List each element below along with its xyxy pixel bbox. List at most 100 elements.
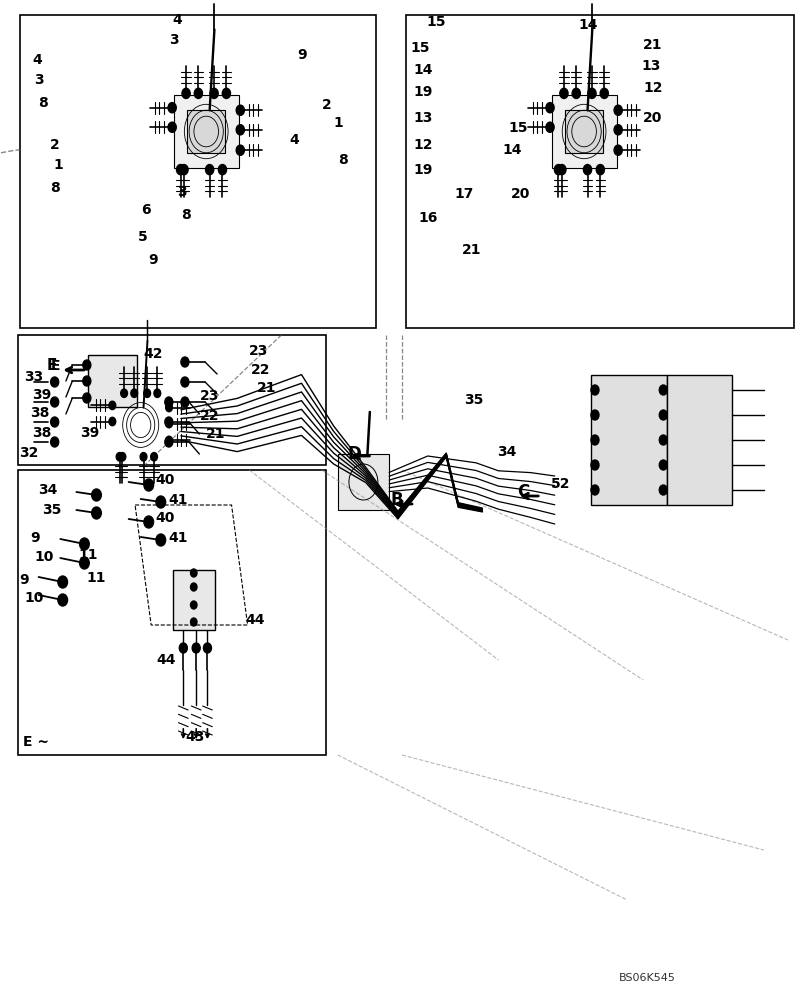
Text: 35: 35 [42,503,61,517]
Circle shape [181,397,189,407]
Circle shape [590,435,598,445]
Bar [666,375,731,505]
Circle shape [83,393,91,403]
Circle shape [181,377,189,387]
Circle shape [83,376,91,386]
Text: 2: 2 [321,98,331,112]
Circle shape [51,377,59,387]
Text: 11: 11 [79,548,98,562]
Text: 3: 3 [169,33,178,47]
Circle shape [587,88,595,98]
Text: 14: 14 [578,18,597,32]
Circle shape [83,360,91,370]
Text: 15: 15 [507,121,527,135]
Circle shape [51,397,59,407]
Circle shape [596,165,604,175]
Circle shape [203,643,211,653]
Circle shape [222,88,230,98]
Text: 38: 38 [32,426,51,440]
Circle shape [119,453,125,461]
Text: 3: 3 [177,185,186,199]
Circle shape [109,401,116,410]
Circle shape [218,165,226,175]
Circle shape [51,417,59,427]
Bar [551,95,616,168]
Text: 41: 41 [169,493,188,507]
Circle shape [144,389,150,397]
Text: 15: 15 [426,15,445,29]
Circle shape [165,419,172,428]
Circle shape [572,88,580,98]
Text: 34: 34 [496,445,516,459]
Circle shape [190,569,197,577]
Text: 17: 17 [454,187,473,201]
Circle shape [156,496,165,508]
Text: 20: 20 [511,187,530,201]
Text: 39: 39 [32,388,51,402]
Circle shape [236,125,244,135]
Circle shape [165,417,173,427]
Text: 6: 6 [141,203,150,217]
Text: 12: 12 [413,138,432,152]
Text: 9: 9 [149,253,158,267]
Text: 12: 12 [642,81,662,95]
Text: 43: 43 [185,730,204,744]
Text: 8: 8 [50,181,59,195]
Text: 41: 41 [169,531,188,545]
Circle shape [236,105,244,115]
Text: 22: 22 [199,409,218,423]
Bar [590,375,666,505]
Text: 42: 42 [143,347,162,361]
Text: 8: 8 [39,96,48,110]
Text: 21: 21 [257,381,276,395]
Text: 13: 13 [641,59,660,73]
Text: D: D [347,445,361,463]
Text: 21: 21 [642,38,662,52]
Text: C: C [516,483,528,501]
Text: 5: 5 [138,230,148,244]
Circle shape [590,460,598,470]
Bar [187,110,225,153]
Circle shape [192,643,200,653]
Circle shape [236,145,244,155]
Circle shape [168,122,176,132]
Bar [125,408,156,442]
Text: 39: 39 [80,426,100,440]
Circle shape [92,489,101,501]
Circle shape [613,145,622,155]
Text: 38: 38 [31,406,50,420]
Text: 11: 11 [87,571,106,585]
Bar [20,15,376,328]
Circle shape [153,389,161,397]
Circle shape [120,389,128,397]
Circle shape [58,576,67,588]
Circle shape [144,516,153,528]
Text: 15: 15 [410,41,429,55]
Circle shape [559,88,568,98]
Text: 19: 19 [413,163,432,177]
Text: E: E [47,358,57,372]
Circle shape [545,122,553,132]
Circle shape [92,507,101,519]
Circle shape [613,105,622,115]
Circle shape [58,594,67,606]
Circle shape [131,389,137,397]
Text: 9: 9 [297,48,307,62]
Circle shape [190,618,197,626]
Circle shape [583,165,591,175]
Text: 32: 32 [19,446,39,460]
Text: E: E [51,359,60,373]
Text: 9: 9 [19,573,29,587]
Text: 1: 1 [54,158,63,172]
Circle shape [156,534,165,546]
Circle shape [190,601,197,609]
Text: 13: 13 [413,111,432,125]
Circle shape [658,435,666,445]
Circle shape [109,417,116,426]
Circle shape [177,165,185,175]
Circle shape [554,165,562,175]
Bar [173,95,238,168]
Circle shape [79,557,89,569]
Text: 19: 19 [413,85,432,99]
Bar [18,470,325,755]
